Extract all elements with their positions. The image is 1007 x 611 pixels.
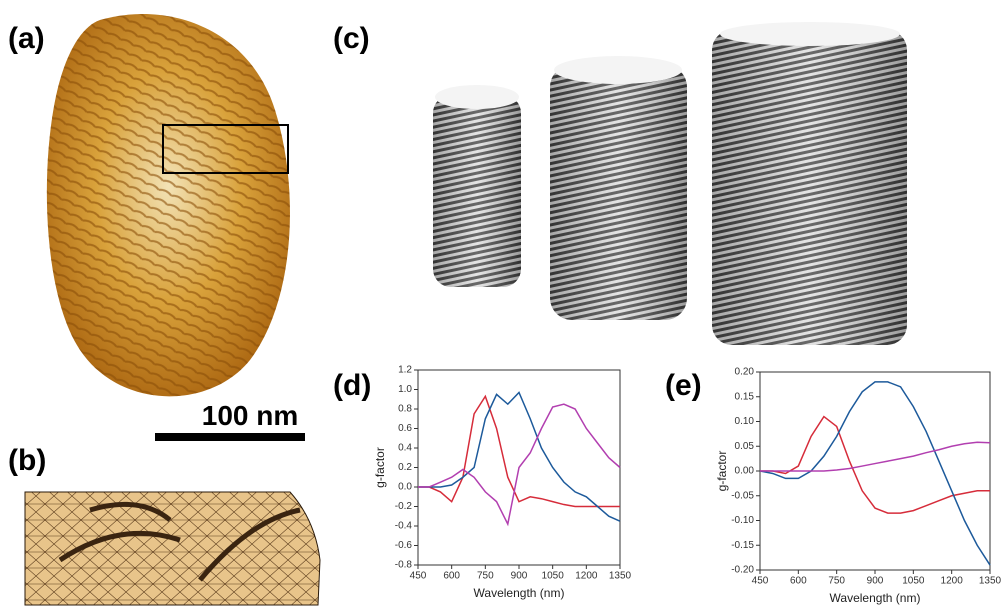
x-tick-label: 750 (477, 571, 494, 582)
y-tick-label: 0.6 (398, 423, 412, 434)
y-tick-label: 1.2 (398, 365, 412, 376)
y-tick-label: 1.0 (398, 384, 412, 395)
y-axis-label: g-factor (373, 447, 387, 488)
rod-shade (712, 30, 907, 345)
y-tick-label: -0.15 (731, 540, 754, 551)
x-tick-label: 750 (828, 576, 845, 587)
y-tick-label: -0.20 (731, 565, 754, 576)
y-tick-label: 0.00 (735, 466, 755, 477)
x-tick-label: 450 (410, 571, 427, 582)
panel-label: (c) (333, 22, 370, 55)
y-tick-label: -0.2 (395, 501, 413, 512)
rod-cap (435, 85, 519, 109)
rod-shade (550, 65, 687, 320)
y-tick-label: 0.8 (398, 404, 412, 415)
y-tick-label: 0.15 (735, 391, 755, 402)
panel-label: (a) (8, 22, 45, 55)
y-tick-label: 0.05 (735, 441, 755, 452)
y-tick-label: -0.05 (731, 490, 754, 501)
y-tick-label: 0.2 (398, 462, 412, 473)
panel-label: (b) (8, 444, 46, 477)
panel-label: (e) (665, 369, 702, 402)
x-tick-label: 600 (790, 576, 807, 587)
y-tick-label: 0.4 (398, 443, 412, 454)
nanorods (433, 22, 907, 345)
y-tick-label: -0.4 (395, 521, 413, 532)
series-line (760, 382, 990, 565)
y-tick-label: -0.10 (731, 515, 754, 526)
y-tick-label: -0.6 (395, 540, 413, 551)
x-tick-label: 1350 (979, 576, 1002, 587)
x-tick-label: 450 (752, 576, 769, 587)
scale-bar-label: 100 nm (202, 400, 299, 431)
series-line (418, 396, 620, 506)
x-axis-label: Wavelength (nm) (830, 591, 921, 605)
rod-cap (720, 22, 900, 46)
rod-cap (554, 56, 682, 84)
panel-label: (d) (333, 369, 371, 402)
rod-shade (433, 95, 521, 287)
figure: (a) 100 nm (b) (c) (d) (e) -0.8 -0.6 -0.4 -… (0, 0, 1007, 611)
x-tick-label: 900 (511, 571, 528, 582)
x-tick-label: 1050 (902, 576, 925, 587)
y-tick-label: 0.10 (735, 416, 755, 427)
mesh-image (25, 492, 320, 605)
x-tick-label: 600 (443, 571, 460, 582)
y-tick-label: 0.20 (735, 367, 755, 378)
x-tick-label: 1350 (609, 571, 632, 582)
y-axis-label: g-factor (715, 451, 729, 492)
particle-texture (47, 14, 290, 396)
x-tick-label: 900 (867, 576, 884, 587)
x-axis-label: Wavelength (nm) (474, 586, 565, 600)
x-tick-label: 1200 (575, 571, 598, 582)
y-tick-label: 0.0 (398, 482, 412, 493)
series-line (760, 442, 990, 471)
x-tick-label: 1200 (941, 576, 964, 587)
x-tick-label: 1050 (542, 571, 565, 582)
scale-bar (155, 433, 305, 441)
y-tick-label: -0.8 (395, 560, 413, 571)
